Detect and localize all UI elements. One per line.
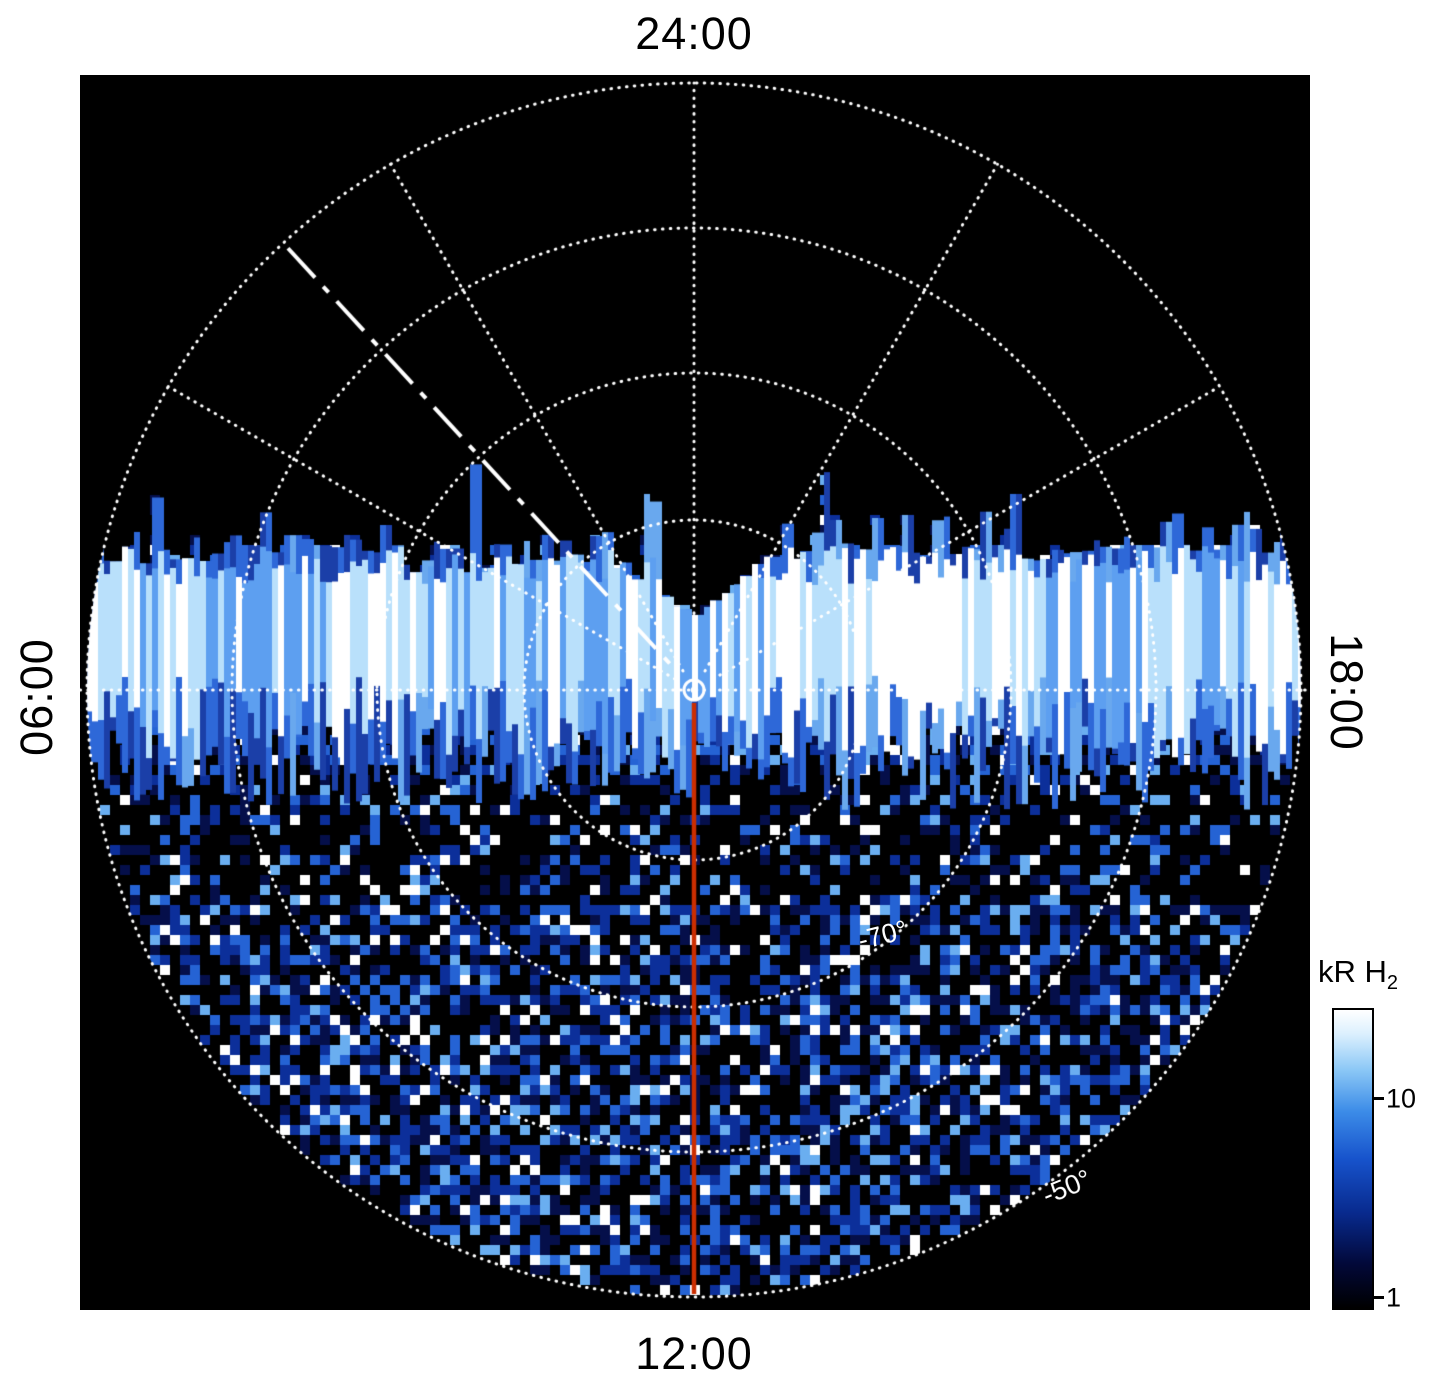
colorbar-title: kR H2 bbox=[1318, 954, 1398, 995]
colorbar-ticklabel-1: 1 bbox=[1386, 1282, 1402, 1313]
time-label-0600: 06:00 bbox=[11, 638, 62, 756]
colorbar-title-subscript: 2 bbox=[1386, 972, 1399, 995]
colorbar-gradient bbox=[1332, 1008, 1374, 1310]
colorbar-ticklabel-10: 10 bbox=[1386, 1083, 1417, 1114]
time-label-1800: 18:00 bbox=[1321, 633, 1372, 751]
time-label-1200: 12:00 bbox=[635, 1328, 753, 1379]
colorbar-title-text: kR H bbox=[1318, 954, 1387, 989]
colorbar-tickmark-1 bbox=[1374, 1296, 1384, 1300]
polar-heatmap-canvas bbox=[80, 75, 1310, 1310]
plot-area: -70° -50° bbox=[80, 75, 1310, 1310]
colorbar-tickmark-10 bbox=[1374, 1097, 1384, 1101]
time-label-2400: 24:00 bbox=[635, 8, 753, 59]
